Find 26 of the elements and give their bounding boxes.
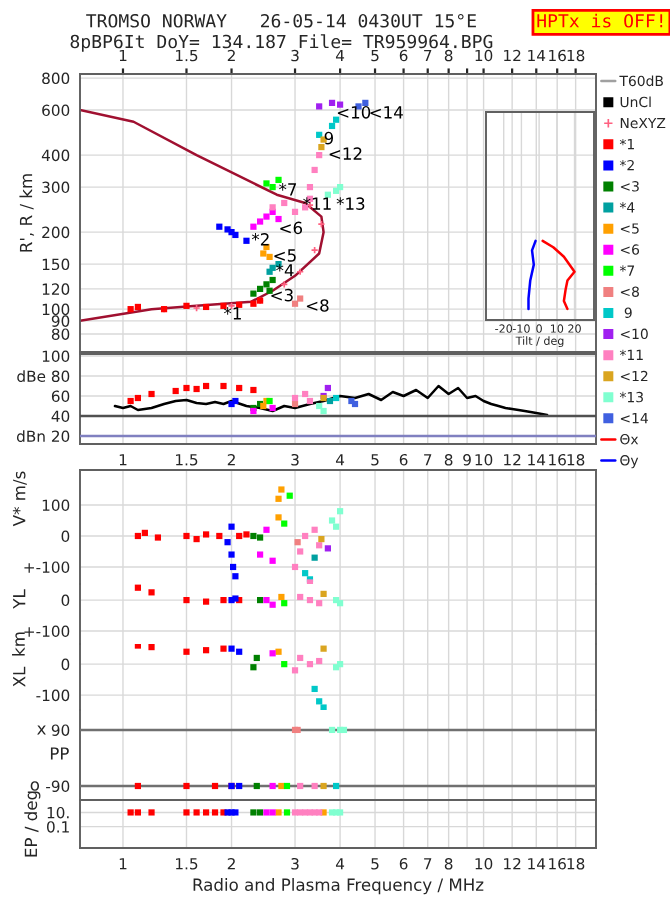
text: x bbox=[37, 725, 46, 735]
annotation: *1 bbox=[224, 307, 241, 320]
y-axis-title: R', R / km bbox=[19, 174, 35, 252]
y-axis-title: V* m/s bbox=[12, 471, 27, 527]
annotation: *13 bbox=[336, 197, 365, 210]
annotation: <3 bbox=[271, 288, 293, 302]
annotation: *7 bbox=[279, 183, 297, 196]
annotation: 9 bbox=[324, 131, 334, 145]
text: o bbox=[30, 781, 40, 791]
text: HPTx is OFF! bbox=[537, 13, 663, 28]
text: km bbox=[12, 632, 25, 656]
annotation: <12 bbox=[329, 147, 362, 160]
y-axis-title: EP / deg bbox=[24, 791, 41, 857]
y-axis-title: YL bbox=[13, 589, 26, 609]
y-axis-title: PP bbox=[50, 747, 69, 760]
annotation: <6 bbox=[280, 221, 303, 235]
x-axis-title: Radio and Plasma Frequency / MHz bbox=[193, 878, 484, 895]
annotation: *4 bbox=[276, 263, 294, 277]
annotation: *2 bbox=[251, 233, 269, 246]
annotation: <5 bbox=[274, 249, 296, 262]
chart-subtitle: 8pBP6It DoY= 134.187 File= TR959964.BPG bbox=[70, 34, 493, 52]
annotation: <14 bbox=[370, 106, 403, 119]
chart-title: TROMSO NORWAY 26-05-14 0430UT 15°E bbox=[86, 13, 476, 28]
y-axis-title: XL bbox=[13, 666, 26, 687]
annotation: <10 bbox=[337, 106, 371, 119]
annotation: <8 bbox=[306, 299, 329, 312]
